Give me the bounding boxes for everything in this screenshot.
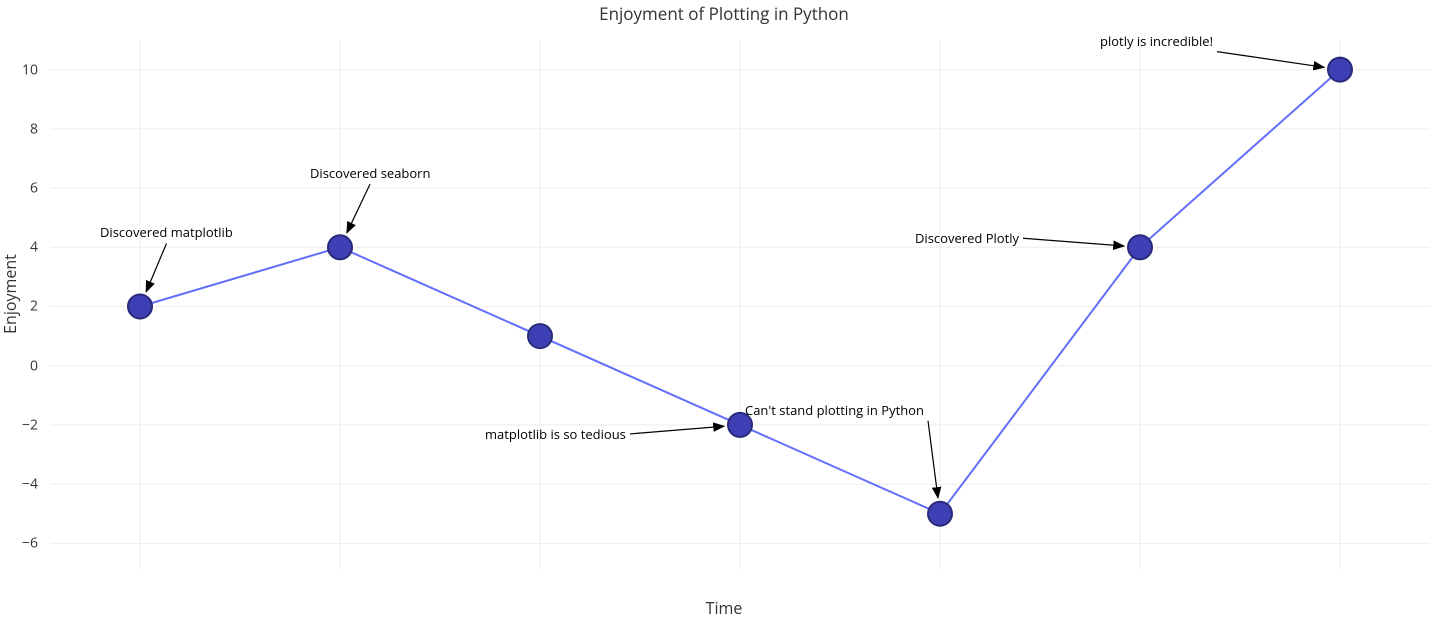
- y-tick-label: 6: [30, 179, 44, 198]
- chart-svg: [0, 0, 1448, 625]
- annotation-arrow: [146, 243, 166, 291]
- y-tick-label: −6: [22, 534, 44, 553]
- data-point[interactable]: [928, 502, 952, 526]
- annotation-label: Discovered seaborn: [310, 164, 430, 182]
- annotation-arrow: [630, 426, 724, 434]
- y-tick-label: 2: [30, 297, 44, 316]
- chart-container: Enjoyment of Plotting in Python Enjoymen…: [0, 0, 1448, 625]
- annotation-label: Can't stand plotting in Python: [745, 401, 924, 419]
- data-point[interactable]: [1128, 235, 1152, 259]
- annotation-arrow: [1217, 52, 1324, 68]
- y-tick-label: 0: [30, 356, 44, 375]
- data-point[interactable]: [528, 324, 552, 348]
- data-point[interactable]: [128, 294, 152, 318]
- y-tick-label: 4: [30, 238, 44, 257]
- y-tick-label: 8: [30, 119, 44, 138]
- annotation-label: plotly is incredible!: [1100, 32, 1213, 50]
- annotation-label: Discovered Plotly: [915, 229, 1019, 247]
- annotation-label: matplotlib is so tedious: [485, 425, 626, 443]
- data-point[interactable]: [1328, 58, 1352, 82]
- y-tick-label: 10: [22, 60, 44, 79]
- annotation-arrow: [1023, 238, 1124, 246]
- y-tick-label: −2: [22, 415, 44, 434]
- annotation-arrow: [928, 421, 938, 498]
- data-point[interactable]: [328, 235, 352, 259]
- annotation-arrow: [347, 184, 370, 233]
- annotation-label: Discovered matplotlib: [100, 223, 233, 241]
- y-tick-label: −4: [22, 475, 44, 494]
